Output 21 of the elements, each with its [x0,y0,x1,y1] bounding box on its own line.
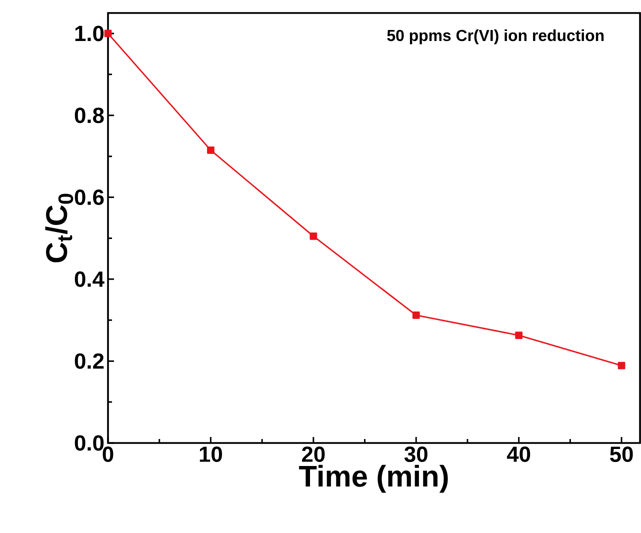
point [412,312,420,319]
x-tick-label: 0 [102,446,114,462]
x-axis-title: Time (min) [299,464,448,493]
y-axis-title: C$_{t}$/C$_{0}$ [45,194,74,262]
x-tick-label: 10 [200,446,222,462]
annotation: 50 ppms Cr(VI) ion reduction [387,29,604,44]
point [515,332,523,339]
point [207,146,214,154]
point [104,30,112,38]
x-tick-label: 40 [506,446,530,462]
y-tick-label: 0.2 [74,353,104,369]
x-tick-label: 20 [302,446,325,462]
point [310,232,318,240]
y-tick-label: 0.6 [74,190,104,206]
y-tick-label: 0.4 [74,271,104,287]
y-tick-label: 1.0 [75,26,104,42]
y-tick-label: 0.8 [74,108,104,124]
y-tick-label: 0.0 [74,435,104,451]
x-tick-label: 50 [610,446,633,462]
point [618,362,626,370]
x-tick-label: 30 [404,446,428,462]
